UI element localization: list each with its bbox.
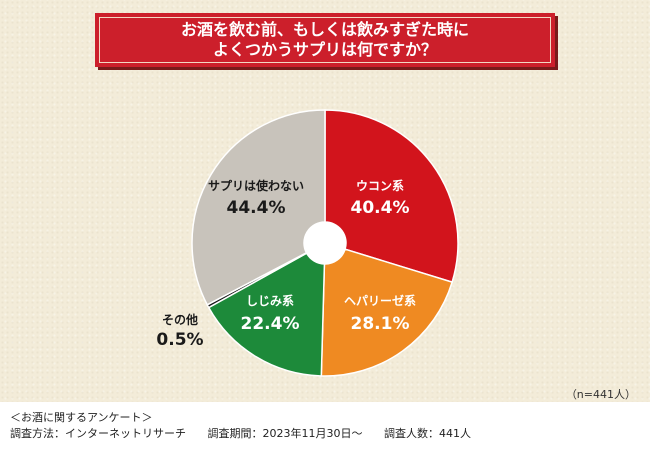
chart-panel: お酒を飲む前、もしくは飲みすぎた時に よくつかうサプリは何ですか？ ウコン系 40… [0,0,650,402]
slice-label: しじみ系 [246,293,294,308]
sample-size-note: （n=441人） [565,388,636,401]
slice-value-label: 44.4% [227,198,286,218]
title-banner-frame [99,17,551,63]
survey-details: 調査方法：インターネットリサーチ 調査期間：2023年11月30日〜 調査人数：… [10,426,489,442]
slice-label: その他 [162,312,198,327]
slice-value-label: 0.5% [156,330,203,350]
chart-title-line-1: お酒を飲む前、もしくは飲みすぎた時に [180,20,469,39]
donut-hole [304,222,346,264]
slice-value-label: 40.4% [351,198,410,218]
slice-value-label: 22.4% [241,314,300,334]
chart-title-line-2: よくつかうサプリは何ですか？ [212,40,437,59]
survey-name: ＜お酒に関するアンケート＞ [10,411,153,424]
slice-value-label: 28.1% [351,314,410,334]
survey-method: 調査方法：インターネットリサーチ [10,427,186,440]
survey-respondents: 調査人数：441人 [384,427,471,440]
pie-chart: ウコン系 40.4% ヘパリーゼ系 28.1% しじみ系 22.4% その他 0.5% サプリは… [156,109,459,377]
slice-label: サプリは使わない [208,178,304,193]
slice-label: ヘパリーゼ系 [344,293,416,308]
survey-footer: ＜お酒に関するアンケート＞ 調査方法：インターネットリサーチ 調査期間：2023… [10,410,489,442]
slice-label: ウコン系 [356,178,404,193]
survey-period: 調査期間：2023年11月30日〜 [207,427,363,440]
title-banner: お酒を飲む前、もしくは飲みすぎた時に よくつかうサプリは何ですか？ [95,13,555,67]
